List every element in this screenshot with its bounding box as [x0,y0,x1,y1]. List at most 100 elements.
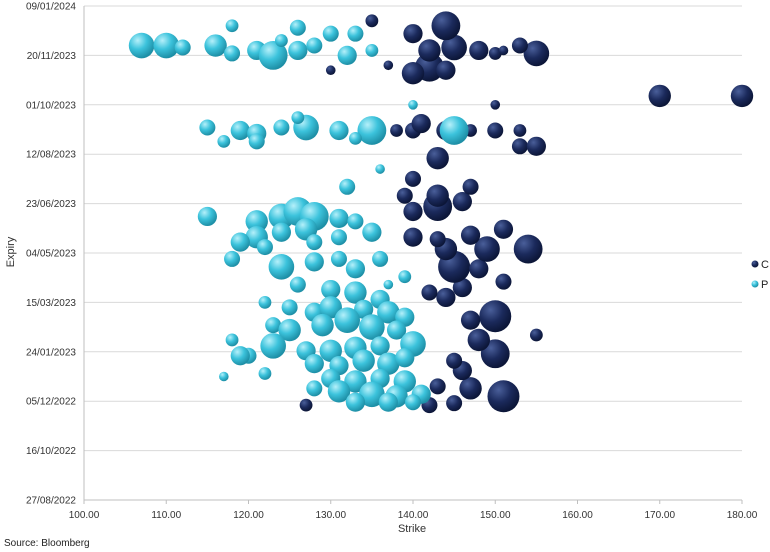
y-tick-label: 09/01/2024 [26,2,76,13]
bubble-c [429,378,446,395]
bubble-p [278,318,301,342]
bubble-p [383,279,394,290]
bubble-p [197,206,217,227]
bubbles [128,11,754,414]
bubble-c [446,352,463,369]
bubble-p [306,380,323,397]
bubble-c [459,377,482,400]
bubble-p [288,40,308,61]
bubble-p [128,32,155,59]
y-tick-label: 01/10/2023 [26,100,76,111]
bubble-c [299,398,313,412]
bubble-p [204,34,227,57]
bubble-p [311,313,334,337]
x-tick-label: 150.00 [480,510,511,521]
bubble-c [452,277,472,298]
bubble-c [426,184,449,207]
bubble-c [526,136,546,156]
bubble-p [345,392,366,412]
bubble-c [474,236,500,262]
bubble-c [480,339,510,369]
y-tick-labels: 27/08/2022 16/10/2022 05/12/2022 24/01/2023… [26,2,76,507]
axes [83,6,743,504]
y-tick-label: 16/10/2022 [26,446,76,457]
bubble-c [513,234,543,264]
x-tick-labels: 100.00 110.00 120.00 130.00 140.00 150.00 160.… [69,510,758,521]
bubble-c [405,170,421,187]
bubble-c [487,380,520,413]
bubble-c [396,187,413,204]
bubble-p [265,317,282,334]
bubble-c [479,300,512,333]
source-note: Source: Bloomberg [4,538,90,549]
bubble-p [357,116,387,145]
x-tick-label: 180.00 [727,510,758,521]
bubble-p [230,232,250,252]
bubble-p [370,336,390,356]
bubble-p [327,380,351,403]
x-tick-label: 120.00 [233,510,264,521]
bubble-p [365,44,379,57]
bubble-p [372,250,389,267]
bubble-c [436,60,456,80]
bubble-p [330,229,347,246]
bubble-p [330,250,347,267]
bubble-c [487,122,504,139]
y-tick-label: 05/12/2022 [26,397,76,408]
bubble-p [224,250,241,267]
bubble-c [511,138,528,155]
bubble-p [153,32,180,59]
bubble-c [523,40,550,67]
bubble-p [354,299,374,319]
bubble-c [403,201,423,222]
bubble-c [462,178,479,195]
bubble-p [217,134,231,148]
bubble-p [258,41,288,70]
bubble-p [349,131,362,145]
x-tick-label: 100.00 [69,510,100,521]
bubble-p [378,392,398,412]
x-tick-label: 140.00 [398,510,429,521]
bubble-c [460,310,481,330]
bubble-c [513,124,527,137]
bubble-c [529,328,543,342]
x-tick-label: 110.00 [151,510,181,521]
bubble-p [344,281,367,304]
bubble-p [275,34,288,47]
bubble-p [304,252,324,272]
bubble-c [431,11,461,41]
bubble-p [306,234,323,251]
bubble-c [467,328,490,352]
bubble-p [362,222,382,242]
bubble-c [411,113,431,134]
bubble-p [256,239,273,256]
bubble-p [359,314,385,340]
bubble-p [339,178,356,195]
y-tick-label: 04/05/2023 [26,249,76,260]
legend-p-label: P [761,279,768,291]
bubble-c [493,219,514,239]
y-tick-label: 12/08/2023 [26,150,76,161]
bubble-p [289,19,306,36]
y-tick-label: 24/01/2023 [26,347,76,358]
bubble-p [347,213,364,230]
bubble-c [730,84,754,108]
bubble-p [199,119,216,136]
bubble-c [418,39,441,62]
bubble-c [383,60,394,71]
bubble-p [344,370,367,393]
bubble-p [352,349,375,372]
bubble-c [495,273,512,290]
x-tick-label: 160.00 [562,510,593,521]
bubble-p [230,346,250,366]
bubble-p [359,381,385,408]
y-tick-label: 20/11/2023 [27,51,77,62]
bubble-c [648,84,671,108]
bubble-p [174,39,191,56]
bubble-p [408,100,418,110]
bubble-p [319,296,342,319]
legend: C P [751,259,769,291]
legend-c-label: C [761,259,769,271]
bubble-p [345,259,366,279]
bubble-p [329,208,349,229]
